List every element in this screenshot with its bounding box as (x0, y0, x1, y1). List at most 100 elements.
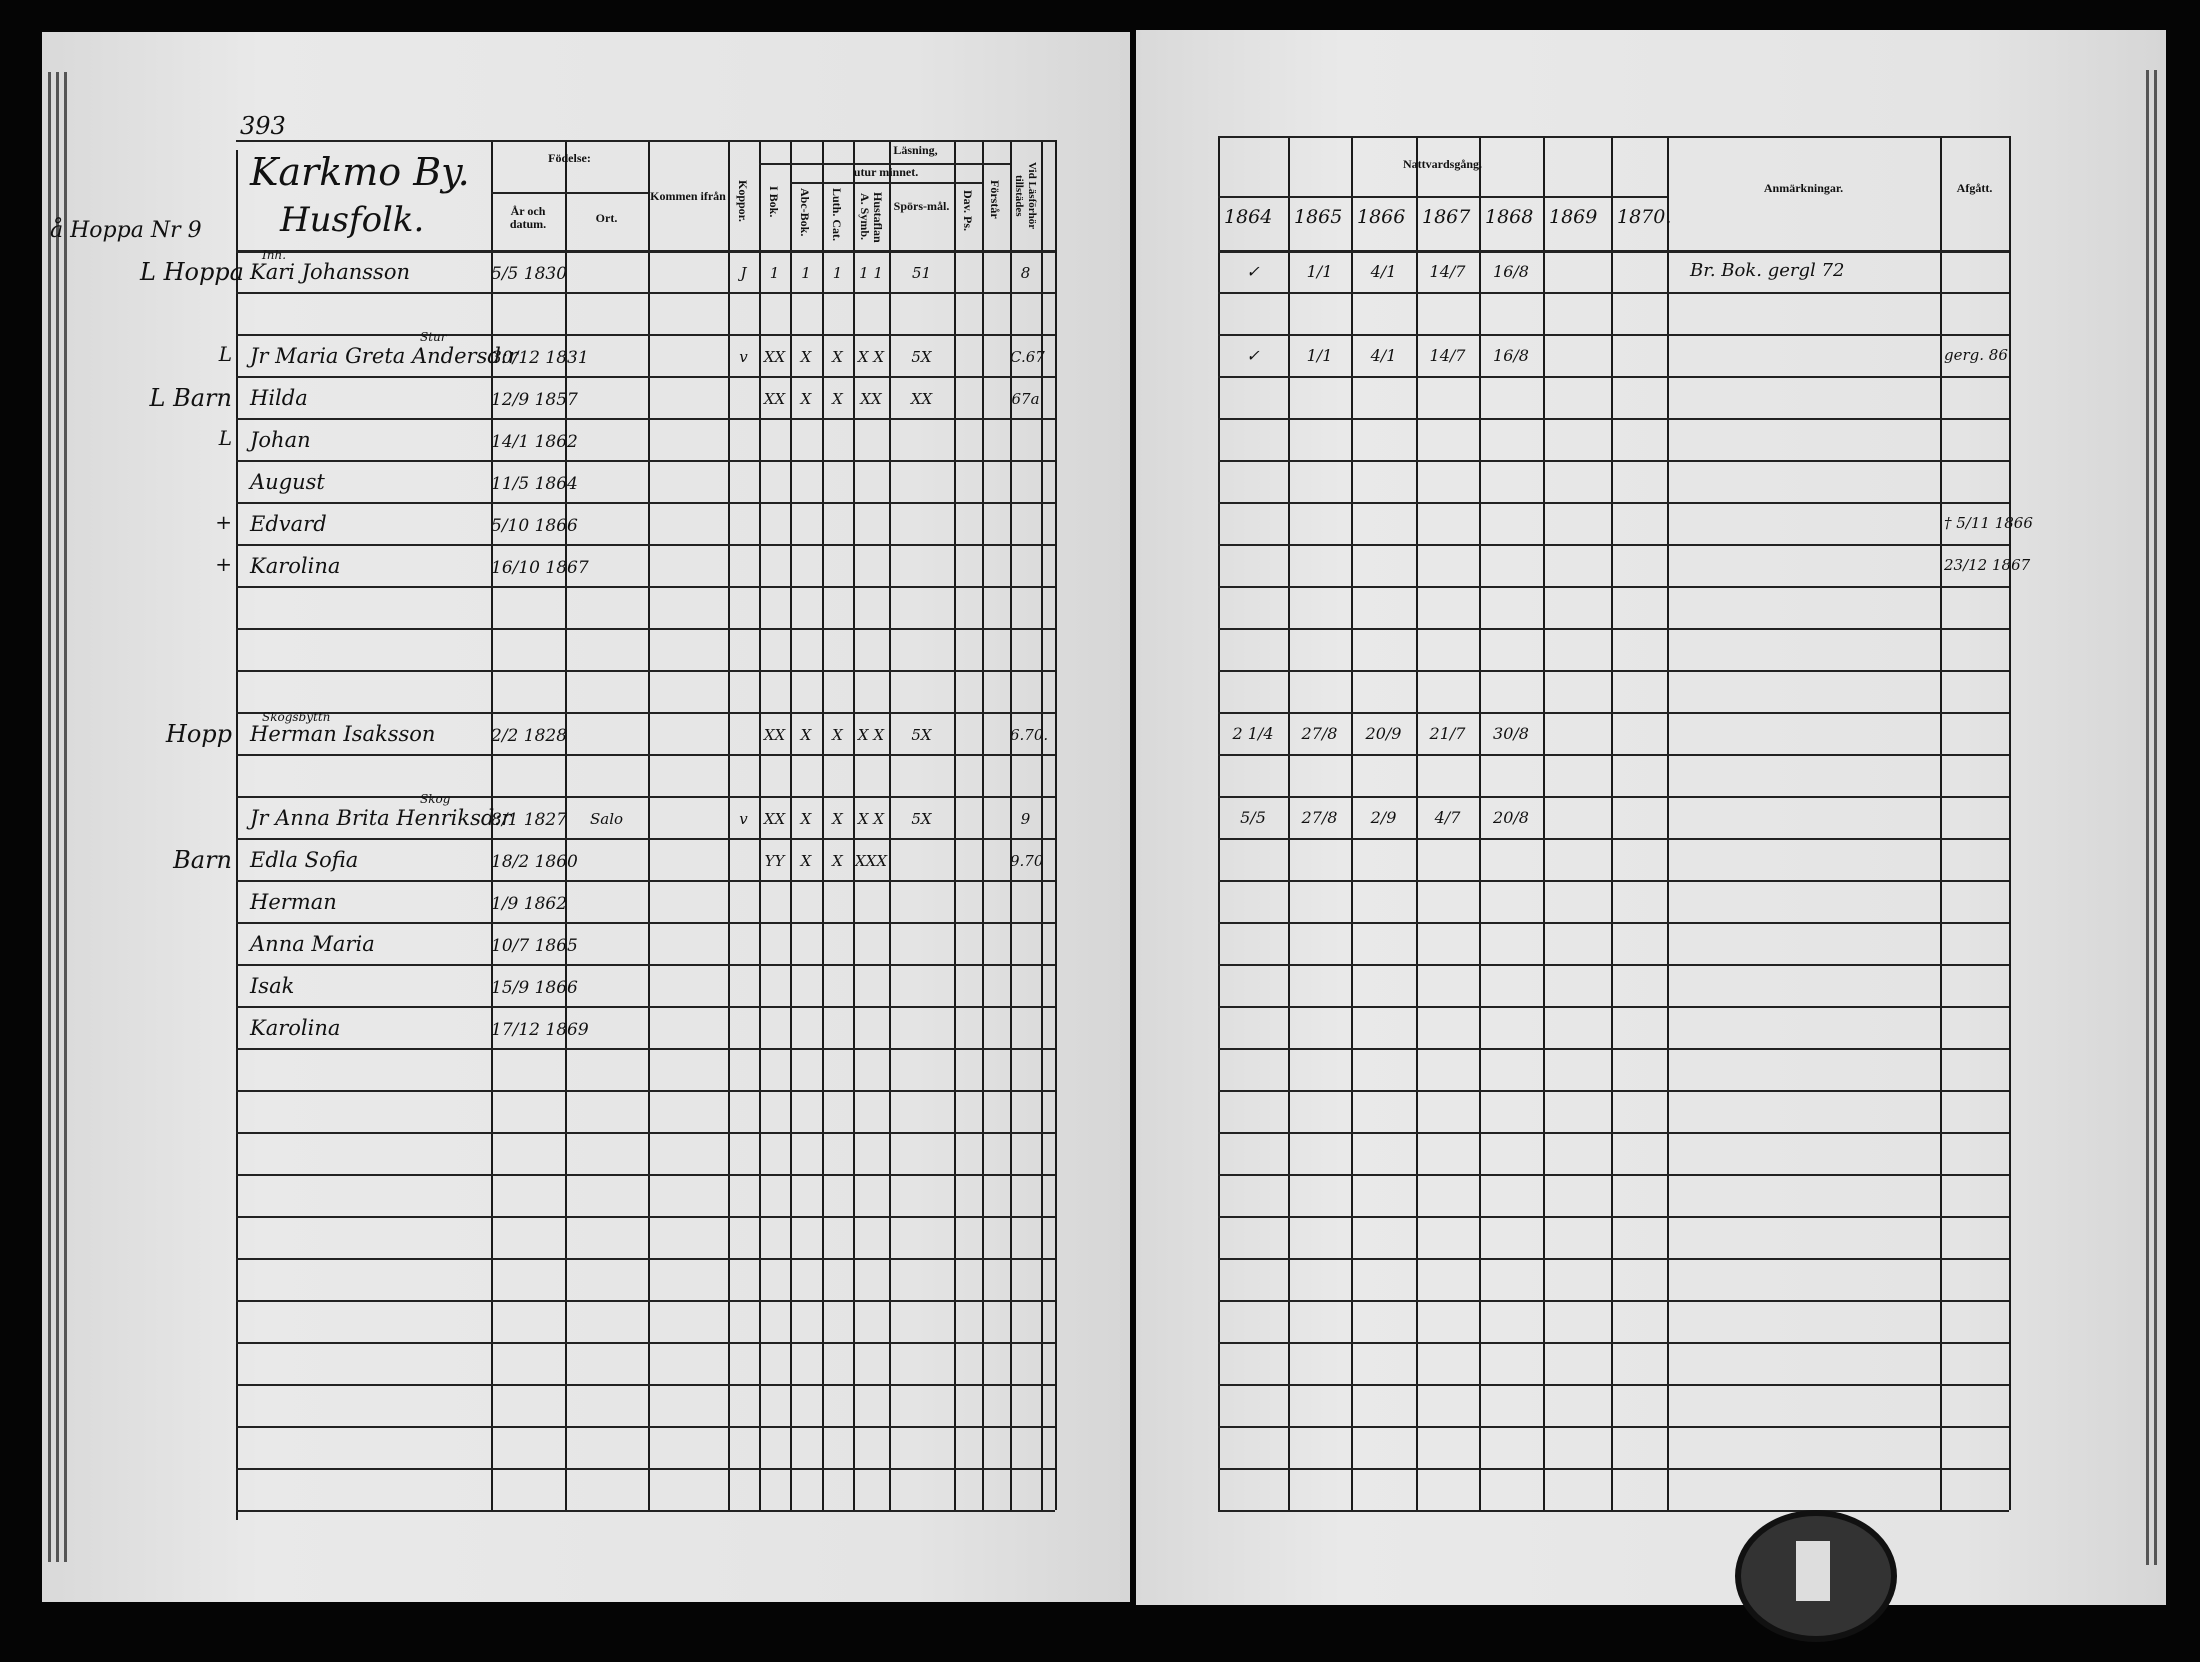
person-name: Kari Johansson (250, 260, 410, 284)
cell-luth: X (832, 852, 843, 870)
row-rule (1218, 1426, 2009, 1428)
row-rule (236, 712, 1055, 714)
cell-spors: 5X (911, 810, 932, 828)
communion-date: 1/1 (1306, 346, 1333, 365)
communion-date: 14/7 (1429, 262, 1466, 281)
column-rule (1218, 136, 1220, 1510)
header-lasning: Läsning, (893, 143, 938, 157)
cell-vid: C.67 (1010, 348, 1045, 366)
row-margin-note: L (218, 342, 232, 366)
row-rule (1218, 1006, 2009, 1008)
header-abc-bok: Abc-Bok. (798, 188, 812, 237)
column-rule (1667, 136, 1669, 1510)
row-rule (1218, 292, 2009, 294)
header-ort: Ort. (595, 211, 618, 225)
person-name: August (250, 470, 325, 494)
cell-abc: X (800, 390, 812, 408)
column-rule (1010, 140, 1012, 1510)
cell-luth: 1 (832, 264, 843, 282)
row-rule (236, 1174, 1055, 1176)
row-rule (236, 1300, 1055, 1302)
row-rule (1218, 1510, 2009, 1512)
row-rule (236, 544, 1055, 546)
row-margin-note: L Barn (149, 384, 232, 412)
row-margin-note: L (218, 426, 232, 450)
row-rule (1218, 334, 2009, 336)
communion-date: 20/8 (1493, 808, 1529, 827)
header-vid-lasforhor: Vid Läsförhör tillstädes (1013, 162, 1038, 230)
cell-born: 30/12 1831 (491, 348, 589, 368)
cell-spors: 5X (911, 348, 932, 366)
header-year: 1866 (1357, 206, 1406, 228)
row-rule (236, 1006, 1055, 1008)
row-rule (1218, 1216, 2009, 1218)
person-name: Johan (250, 428, 311, 452)
header-rule (236, 140, 1055, 142)
cell-i_bok: XX (763, 348, 786, 366)
row-rule (236, 1090, 1055, 1092)
cell-born: 11/5 1864 (491, 474, 578, 494)
row-rule (236, 1258, 1055, 1260)
column-rule (1543, 136, 1545, 1510)
cell-luth: X (832, 726, 843, 744)
village-title: Karkmo By. (250, 150, 470, 194)
departure-note: † 5/11 1866 (1944, 514, 2033, 532)
row-rule (236, 1048, 1055, 1050)
cell-hust: XXX (854, 852, 888, 870)
cell-born: 2/2 1828 (491, 726, 568, 746)
column-rule (1055, 140, 1057, 1510)
header-fodelse: Födelse: (548, 151, 591, 165)
column-rule (889, 140, 891, 1510)
row-rule (236, 376, 1055, 378)
communion-date: 2 1/4 (1232, 724, 1274, 743)
row-rule (236, 1342, 1055, 1344)
row-rule (236, 1510, 1055, 1512)
row-rule (1218, 628, 2009, 630)
header-rule (1218, 250, 2009, 253)
column-rule (1288, 136, 1290, 1510)
header-forstar: Förstår (988, 180, 1002, 219)
communion-date: 5/5 (1240, 808, 1266, 827)
header-year: 1870. (1617, 206, 1672, 228)
cell-spors: XX (910, 390, 933, 408)
row-margin-note: + (215, 552, 232, 576)
communion-date: 21/7 (1429, 724, 1466, 743)
cell-vid: 6.70. (1010, 726, 1049, 744)
cell-vid: 9 (1020, 810, 1031, 828)
column-rule (1351, 136, 1353, 1510)
header-luth-cat: Luth. Cat. (830, 188, 844, 242)
header-koppor: Koppor. (736, 180, 750, 222)
row-rule (1218, 964, 2009, 966)
cell-born: 16/10 1867 (491, 558, 589, 578)
row-rule (1218, 796, 2009, 798)
row-margin-note: L Hoppa (140, 258, 244, 286)
header-rule (1218, 136, 2009, 138)
cell-born: 18/2 1860 (491, 852, 578, 872)
column-rule (491, 140, 493, 1510)
cell-vid: 9.70 (1010, 852, 1044, 870)
row-rule (236, 1426, 1055, 1428)
column-rule (790, 140, 792, 1510)
communion-date: 16/8 (1493, 262, 1529, 281)
header-hustaflan: Hustaflan A. Symb. (858, 191, 885, 243)
header-utur-minnet: utur minnet. (853, 165, 919, 179)
cell-ort: Salo (589, 810, 624, 828)
remark: Br. Bok. gergl 72 (1690, 260, 1845, 281)
column-rule (648, 140, 650, 1510)
row-rule (236, 586, 1055, 588)
communion-date: 27/8 (1301, 808, 1338, 827)
row-rule (236, 796, 1055, 798)
cell-born: 17/12 1869 (491, 1020, 589, 1040)
household-label: Husfolk. (280, 200, 425, 240)
row-rule (1218, 880, 2009, 882)
cell-vid: 67a (1011, 390, 1040, 408)
row-rule (236, 418, 1055, 420)
row-margin-note: Hopp (165, 720, 232, 748)
header-year: 1865 (1294, 206, 1343, 228)
header-nattvardsgang: Nattvardsgång. (1402, 157, 1482, 171)
row-rule (1218, 586, 2009, 588)
communion-date: 4/7 (1434, 808, 1461, 827)
page-edge (56, 72, 59, 1562)
row-rule (1218, 1384, 2009, 1386)
cell-spors: 51 (911, 264, 932, 282)
